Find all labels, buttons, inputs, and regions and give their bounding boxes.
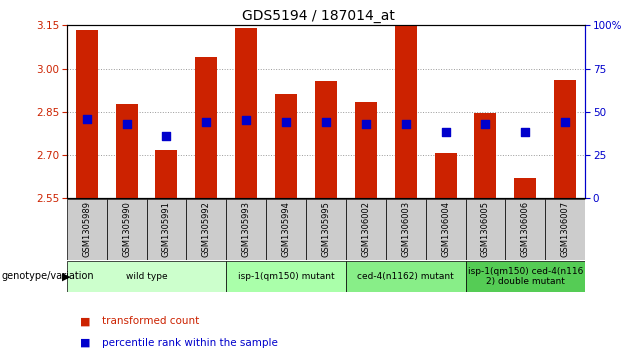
Bar [346,261,466,291]
Text: GSM1306005: GSM1306005 [481,201,490,257]
Bar [226,199,266,260]
Bar [275,94,297,198]
Text: percentile rank within the sample: percentile rank within the sample [102,338,278,348]
Text: isp-1(qm150) mutant: isp-1(qm150) mutant [238,272,335,281]
Text: GSM1306006: GSM1306006 [521,201,530,257]
Bar [425,199,466,260]
Point [361,121,371,127]
Bar [466,261,585,291]
Text: genotype/variation: genotype/variation [1,271,94,281]
Bar [186,199,226,260]
Bar [146,199,186,260]
Text: GSM1305989: GSM1305989 [82,201,91,257]
Point [241,117,251,123]
Point [281,119,291,125]
Point [560,119,570,125]
Point [321,119,331,125]
Bar [116,105,137,198]
Text: GSM1305991: GSM1305991 [162,201,171,257]
Point [520,129,530,135]
Bar [386,199,425,260]
Text: wild type: wild type [126,272,167,281]
Point [401,121,411,127]
Bar [466,199,506,260]
Text: GSM1305990: GSM1305990 [122,201,131,257]
Bar [67,199,107,260]
Text: transformed count: transformed count [102,316,199,326]
Text: GSM1306003: GSM1306003 [401,201,410,257]
Bar [306,199,346,260]
Bar [395,8,417,198]
Point [480,121,490,127]
Text: GSM1305993: GSM1305993 [242,201,251,257]
Point [162,133,172,139]
Bar [355,102,377,198]
Bar [315,81,337,198]
Text: ced-4(n1162) mutant: ced-4(n1162) mutant [357,272,454,281]
Bar [346,199,386,260]
Bar [474,113,497,198]
Bar [107,199,146,260]
Text: GSM1306007: GSM1306007 [561,201,570,257]
Text: GSM1305994: GSM1305994 [282,201,291,257]
Bar [195,57,218,198]
Point [201,119,211,125]
Text: isp-1(qm150) ced-4(n116
2) double mutant: isp-1(qm150) ced-4(n116 2) double mutant [467,266,583,286]
Bar [226,261,346,291]
Point [121,121,132,127]
Text: GDS5194 / 187014_at: GDS5194 / 187014_at [242,9,394,23]
Bar [266,199,306,260]
Text: GSM1306004: GSM1306004 [441,201,450,257]
Bar [434,153,457,198]
Bar [235,28,257,198]
Bar [515,178,536,198]
Point [441,129,451,135]
Bar [545,199,585,260]
Text: ■: ■ [80,338,90,348]
Bar [554,80,576,198]
Text: ■: ■ [80,316,90,326]
Bar [67,261,226,291]
Text: GSM1306002: GSM1306002 [361,201,370,257]
Bar [155,150,177,198]
Text: GSM1305995: GSM1305995 [321,201,331,257]
Point [81,115,92,121]
Bar [506,199,545,260]
Text: GSM1305992: GSM1305992 [202,201,211,257]
Text: ▶: ▶ [62,271,71,281]
Bar [76,30,98,198]
